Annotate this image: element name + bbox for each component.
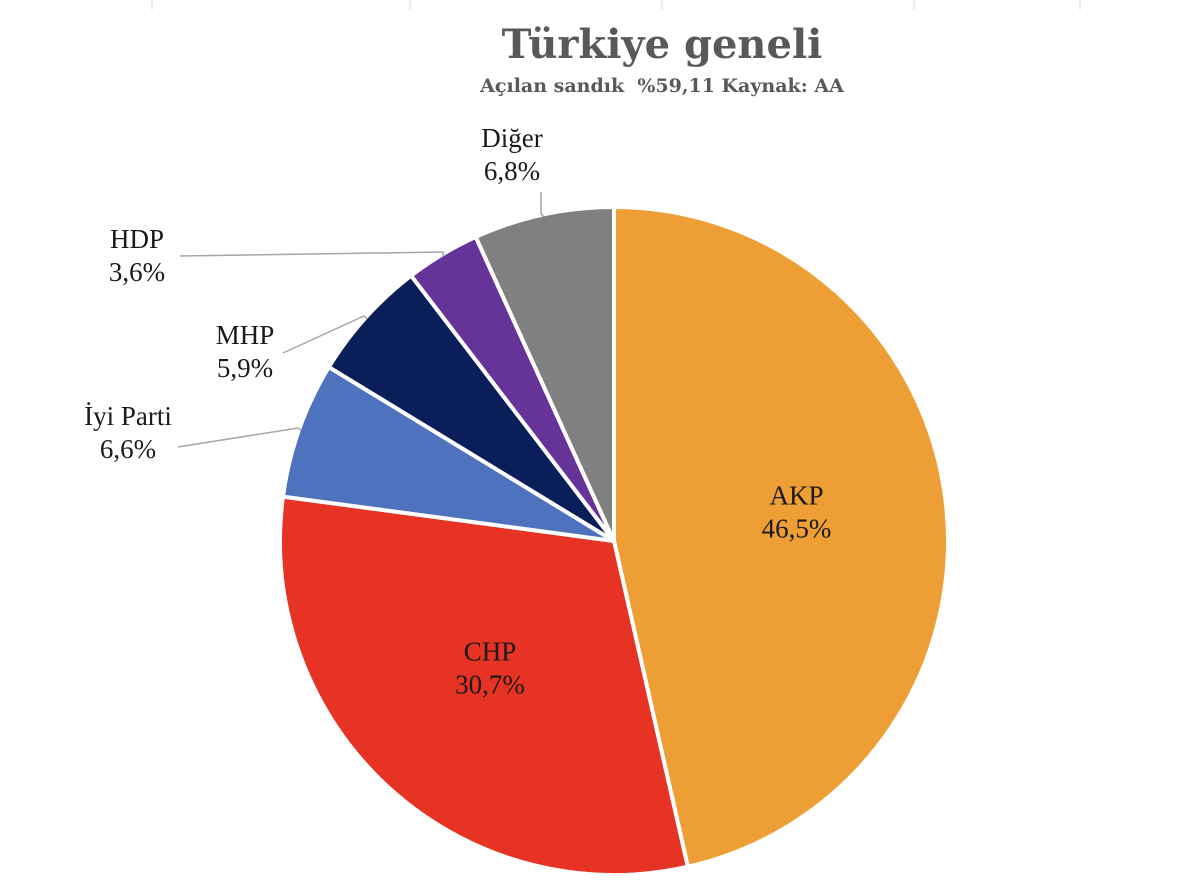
slice-name-label-diger: Diğer [481, 123, 542, 153]
slice-value-label-iyi-parti: 6,6% [100, 434, 156, 464]
slice-name-label-akp: AKP [770, 481, 824, 511]
slice-name-label-hdp: HDP [110, 224, 164, 254]
pie-slice-akp [612, 205, 950, 869]
pie-slice-chp [278, 494, 690, 877]
leader-line-hdp [179, 251, 445, 257]
leader-lines [177, 192, 545, 448]
pie-slices [278, 205, 950, 877]
slice-value-label-akp: 46,5% [762, 514, 832, 544]
slice-value-label-chp: 30,7% [455, 670, 525, 700]
top-gridline-ticks [151, 0, 1081, 10]
leader-line-mhp [282, 315, 368, 354]
leader-line-iyi-parti [177, 427, 302, 448]
slice-value-label-mhp: 5,9% [217, 353, 273, 383]
slice-name-label-chp: CHP [464, 637, 517, 667]
slice-value-label-hdp: 3,6% [109, 257, 165, 287]
pie-slice-diger [473, 205, 616, 543]
chart-title: Türkiye geneli [502, 21, 823, 68]
slice-name-label-mhp: MHP [216, 320, 275, 350]
leader-line-diger [540, 192, 545, 218]
slice-name-label-iyi-parti: İyi Parti [84, 401, 172, 431]
slice-value-label-diger: 6,8% [484, 156, 540, 186]
chart-subtitle: Açılan sandık %59,11 Kaynak: AA [479, 75, 844, 97]
